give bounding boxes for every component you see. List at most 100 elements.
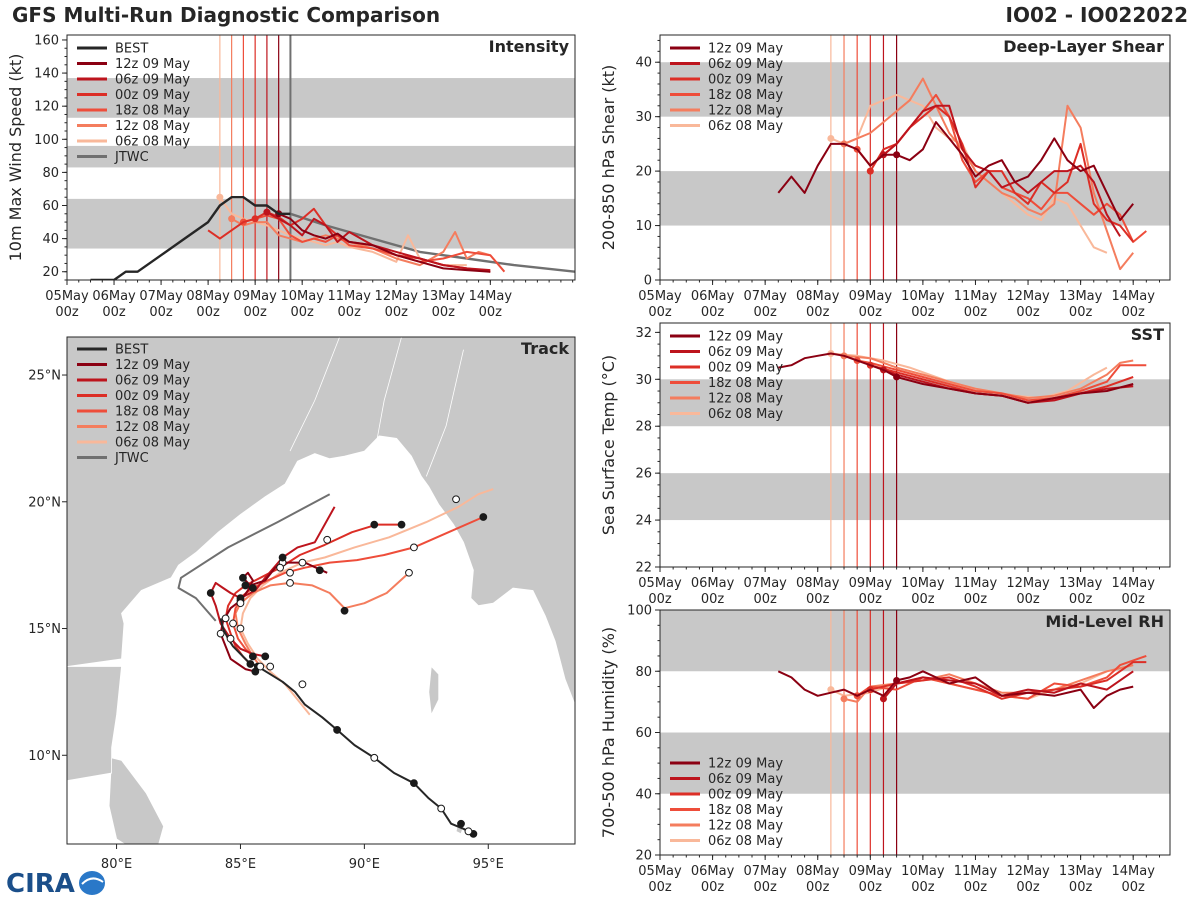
- track-xtick-label: 90°E: [349, 857, 380, 872]
- shear-legend-label-12z-08-may: 12z 08 May: [708, 104, 783, 119]
- intensity-legend-label-06z-08-may: 06z 08 May: [115, 135, 190, 150]
- intensity-ylabel: 10m Max Wind Speed (kt): [6, 54, 25, 262]
- intensity-init-point-06z-08-may: [216, 193, 224, 201]
- rh-xtick-label: 06May: [691, 864, 735, 879]
- sst-xtick-label: 07May: [743, 576, 787, 591]
- shear-series-12z-09-may: [777, 121, 1134, 222]
- sst-band-0: [660, 473, 1170, 521]
- cira-logo-globe: [79, 871, 105, 895]
- track-legend-label-best: BEST: [115, 343, 148, 358]
- intensity-legend-label-best: BEST: [115, 42, 148, 57]
- intensity-init-point-06z-09-may: [263, 208, 271, 216]
- intensity-xtick-label: 12May: [375, 289, 419, 304]
- shear-xtick-label: 05May: [638, 289, 682, 304]
- sst-frame: [659, 322, 1171, 568]
- rh-legend-label-06z-09-may: 06z 09 May: [708, 772, 783, 787]
- track-series-best: [219, 618, 474, 835]
- sst-xtick-label: 10May: [901, 576, 945, 591]
- map-border-2: [425, 349, 464, 477]
- track-marker-06z-08-may: [298, 558, 307, 567]
- track-marker-best: [298, 680, 307, 689]
- land-andaman: [428, 665, 440, 717]
- sst-legend-label-12z-09-may: 12z 09 May: [708, 330, 783, 345]
- rh-xtick-label: 00z: [753, 880, 777, 895]
- rh-xtick-label: 09May: [849, 864, 893, 879]
- track-marker-best: [333, 726, 342, 734]
- rh-legend-label-00z-09-may: 00z 09 May: [708, 788, 783, 803]
- track-series-06z-09-may: [209, 506, 336, 658]
- track-marker-12z-08-may: [256, 662, 265, 671]
- shear-band-0: [660, 171, 1170, 226]
- track-marker-06z-09-may: [206, 589, 215, 597]
- track-marker-18z-08-may: [248, 584, 257, 592]
- shear-xtick-label: 08May: [796, 289, 840, 304]
- track-marker-06z-09-may: [226, 634, 235, 643]
- shear-xtick-label: 06May: [691, 289, 735, 304]
- shear-legend-label-06z-09-may: 06z 09 May: [708, 57, 783, 72]
- intensity-ytick-label: 40: [42, 232, 59, 247]
- shear-series-00z-09-may: [869, 104, 1134, 243]
- rh-xtick-label: 10May: [901, 864, 945, 879]
- shear-band-1: [660, 62, 1170, 117]
- track-marker-18z-08-may: [248, 652, 257, 661]
- rh-panel-title: Mid-Level RH: [1045, 612, 1164, 631]
- shear-ylabel: 200-850 hPa Shear (kt): [599, 65, 618, 251]
- track-legend-label-18z-08-may: 18z 08 May: [115, 405, 190, 420]
- rh-ytick-label: 20: [635, 849, 652, 864]
- intensity-legend-label-12z-09-may: 12z 09 May: [115, 57, 190, 72]
- shear-legend-label-18z-08-may: 18z 08 May: [708, 88, 783, 103]
- track-marker-06z-08-may: [452, 495, 460, 504]
- shear-xtick-label: 00z: [701, 305, 725, 320]
- intensity-init-point-00z-09-may: [251, 215, 259, 223]
- rh-xtick-label: 13May: [1059, 864, 1103, 879]
- sst-xtick-label: 00z: [1016, 592, 1040, 607]
- intensity-xtick-label: 00z: [338, 305, 362, 320]
- track-marker-00z-09-may: [221, 614, 230, 623]
- track-frame: [66, 336, 576, 845]
- track-marker-18z-08-may: [479, 513, 488, 521]
- track-marker-12z-08-may: [236, 599, 245, 608]
- track-marker-18z-08-may: [286, 568, 294, 577]
- rh-init-point-06z-09-may: [879, 695, 887, 703]
- sst-xtick-label: 11May: [954, 576, 998, 591]
- shear-legend-label-12z-09-may: 12z 09 May: [708, 42, 783, 57]
- intensity-frame: [66, 34, 576, 281]
- shear-ytick-label: 30: [635, 110, 652, 125]
- track-marker-best: [410, 779, 418, 788]
- shear-xtick-label: 13May: [1059, 289, 1103, 304]
- track-ytick-label: 10°N: [28, 749, 61, 764]
- track-marker-00z-09-may: [241, 581, 250, 590]
- intensity-xtick-label: 00z: [149, 305, 173, 320]
- sst-legend-label-06z-08-may: 06z 08 May: [708, 407, 783, 422]
- shear-panel: 01020304005May00z06May00z07May00z08May00…: [599, 34, 1171, 320]
- shear-xtick-label: 09May: [849, 289, 893, 304]
- shear-init-point-06z-08-may: [827, 134, 835, 142]
- shear-ytick-label: 40: [635, 56, 652, 71]
- rh-band-0: [660, 732, 1170, 794]
- intensity-series-12z-08-may: [231, 217, 491, 267]
- rh-series-12z-09-may: [777, 670, 1134, 709]
- rh-xtick-label: 00z: [1069, 880, 1093, 895]
- track-marker-06z-08-may: [236, 624, 245, 633]
- shear-series-06z-09-may: [882, 104, 1121, 237]
- shear-xtick-label: 11May: [954, 289, 998, 304]
- intensity-xtick-label: 09May: [233, 289, 277, 304]
- track-marker-00z-09-may: [370, 520, 379, 529]
- sst-xtick-label: 13May: [1059, 576, 1103, 591]
- intensity-xtick-label: 06May: [92, 289, 136, 304]
- rh-xtick-label: 05May: [638, 864, 682, 879]
- track-xtick-label: 85°E: [225, 857, 256, 872]
- track-series-12z-08-may: [234, 572, 410, 668]
- shear-xtick-label: 07May: [743, 289, 787, 304]
- land-india-bangladesh-myanmar: [67, 337, 575, 705]
- track-panel: 80°E 85°E 90°E 95°E 10°N 15°N 20°N 25°N Track BES…: [28, 336, 576, 872]
- sst-xtick-label: 00z: [911, 592, 935, 607]
- sst-legend-label-06z-09-may: 06z 09 May: [708, 345, 783, 360]
- rh-legend-label-06z-08-may: 06z 08 May: [708, 834, 783, 849]
- track-marker-best: [464, 827, 473, 836]
- sst-xtick-label: 00z: [964, 592, 988, 607]
- track-marker-12z-09-may: [239, 573, 247, 582]
- rh-xtick-label: 00z: [1016, 880, 1040, 895]
